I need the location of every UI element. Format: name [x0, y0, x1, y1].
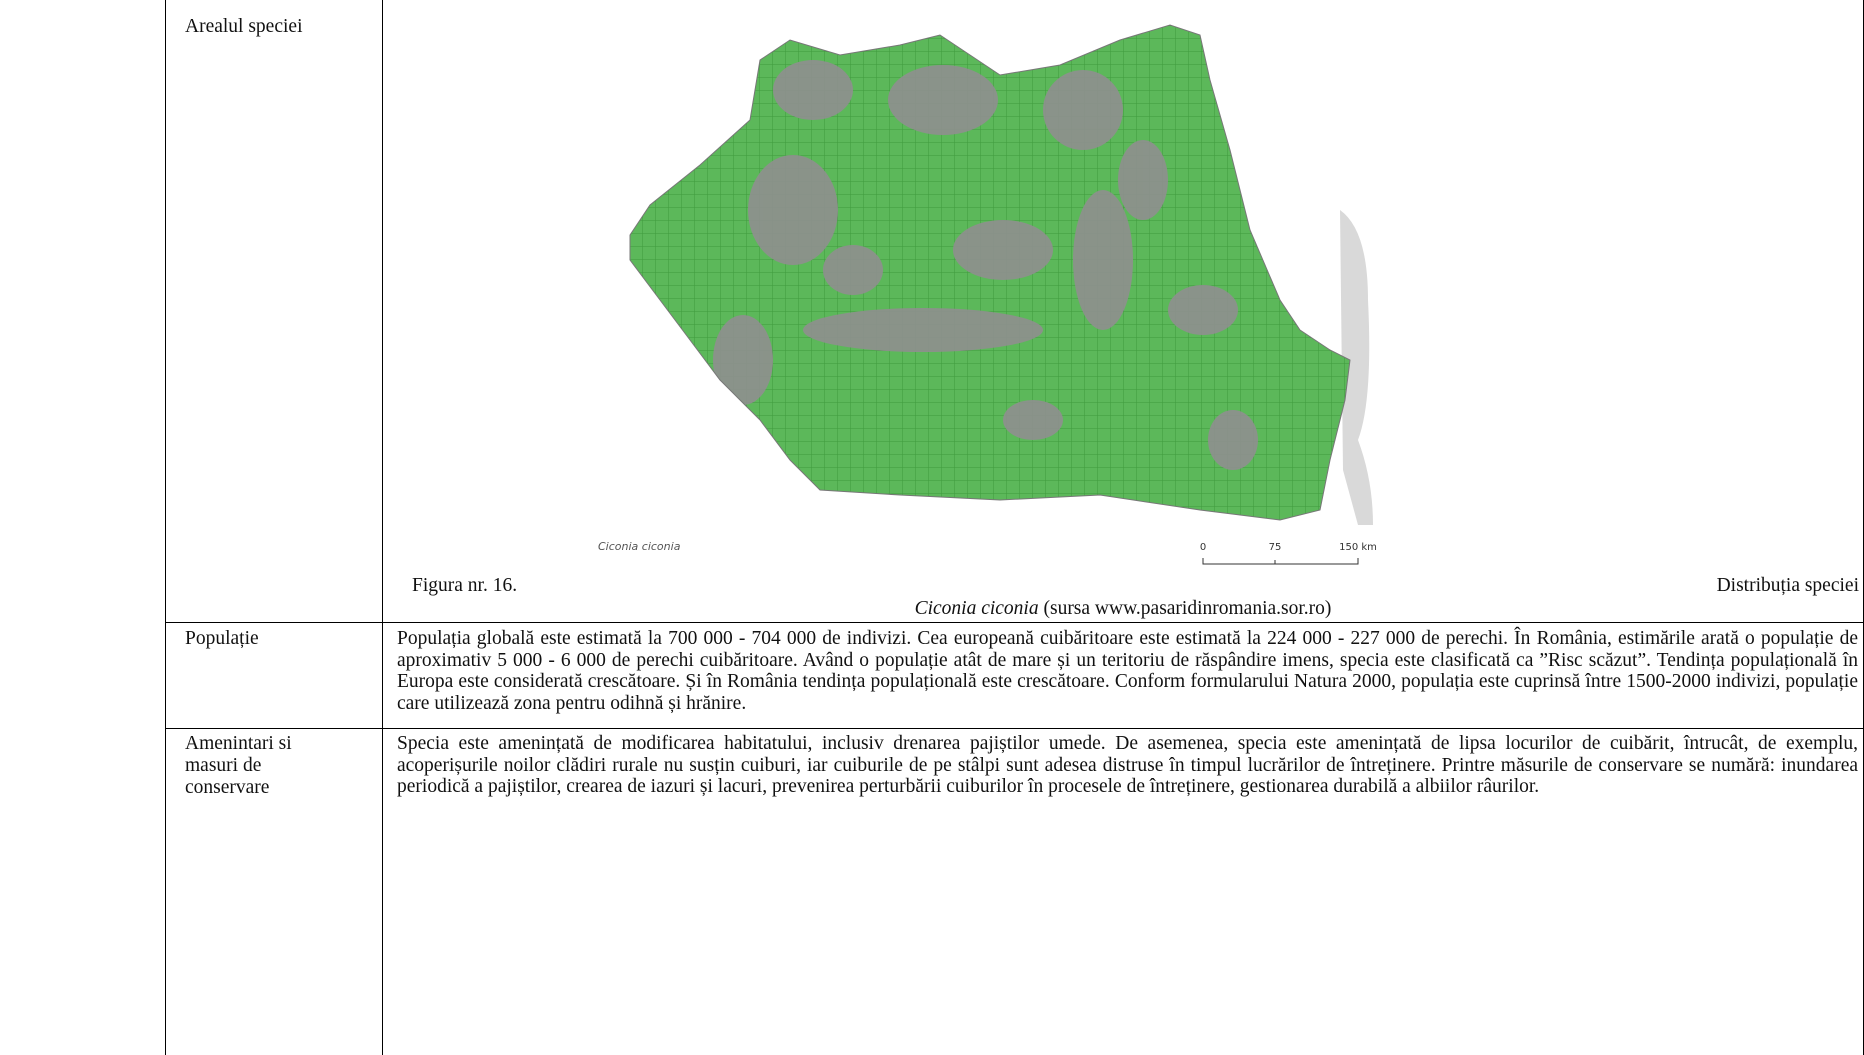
border	[165, 622, 1864, 623]
scale-label: 150 km	[1339, 542, 1377, 553]
scale-label: 75	[1269, 542, 1282, 553]
figure-caption: Figura nr. 16. Distribuția speciei	[412, 575, 1859, 597]
border	[165, 728, 1864, 729]
row-text: Specia este amenințată de modificarea ha…	[397, 733, 1858, 798]
distribution-map: Ciconia ciconia 0 75 150 km	[383, 0, 1863, 570]
row-label: Populație	[185, 628, 335, 650]
row-label: Arealul speciei	[185, 16, 335, 38]
row-text: Populația globală este estimată la 700 0…	[397, 628, 1858, 714]
scale-label: 0	[1200, 542, 1206, 553]
scale-bar: 0 75 150 km	[1200, 542, 1377, 564]
border	[165, 0, 166, 1055]
caption-number: Figura nr. 16.	[412, 575, 517, 597]
caption-text: Distribuția speciei	[1717, 575, 1859, 597]
map-label: Ciconia ciconia	[598, 540, 681, 553]
row-label: Amenintari si masuri de conservare	[185, 733, 315, 799]
caption-source: (sursa www.pasaridinromania.sor.ro)	[1043, 598, 1331, 619]
figure-caption-line: Ciconia ciconia (sursa www.pasaridinroma…	[382, 598, 1864, 620]
caption-species: Ciconia ciconia	[915, 598, 1039, 619]
range-grid	[623, 20, 1363, 530]
document-page: Arealul speciei	[0, 0, 1864, 1055]
